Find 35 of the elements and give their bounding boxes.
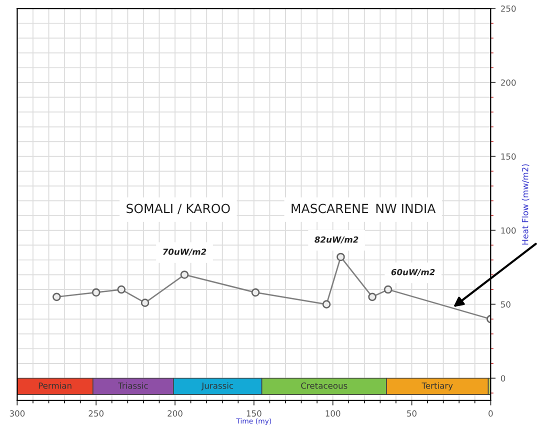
y-tick-label: 0 <box>500 375 506 382</box>
point <box>336 252 345 262</box>
point <box>180 270 189 279</box>
point <box>322 300 331 308</box>
band-label: Permian <box>38 382 72 389</box>
annotation: NW INDIA <box>376 204 436 214</box>
annotation: 60uW/m2 <box>391 268 435 276</box>
point <box>251 288 260 297</box>
point <box>368 292 376 302</box>
point <box>140 298 150 307</box>
point <box>117 285 126 294</box>
band-label: Triassic <box>118 382 148 389</box>
band-label: Tertiary <box>422 382 453 390</box>
y-tick-label: 100 <box>501 227 516 234</box>
x-tick-label: 250 <box>88 410 104 417</box>
x-tick-label: 300 <box>10 410 25 417</box>
y-tick-label: 200 <box>500 79 516 86</box>
annotation: SOMALI / KAROO <box>126 204 230 214</box>
x-tick-label: 100 <box>326 410 340 417</box>
annotation: 70uW/m2 <box>163 248 206 256</box>
y-tick-label: 150 <box>501 153 516 160</box>
point <box>92 288 100 297</box>
annotation: 82uW/m2 <box>314 236 358 244</box>
x-tick-label: 200 <box>168 410 182 417</box>
point <box>384 285 392 294</box>
y-tick-label: 250 <box>500 6 516 12</box>
point <box>52 292 61 302</box>
x-tick-label: 50 <box>407 410 416 417</box>
band-label: Jurassic <box>201 382 234 390</box>
y-tick-label: 50 <box>501 301 510 308</box>
band-label: Cretaceous <box>301 382 348 389</box>
x-tick-label: 150 <box>246 410 262 417</box>
x-tick-label: 0 <box>488 410 493 417</box>
annotation: MASCARENE <box>292 204 368 214</box>
y-axis-title: Heat Flow (mw/m2) <box>522 164 530 245</box>
